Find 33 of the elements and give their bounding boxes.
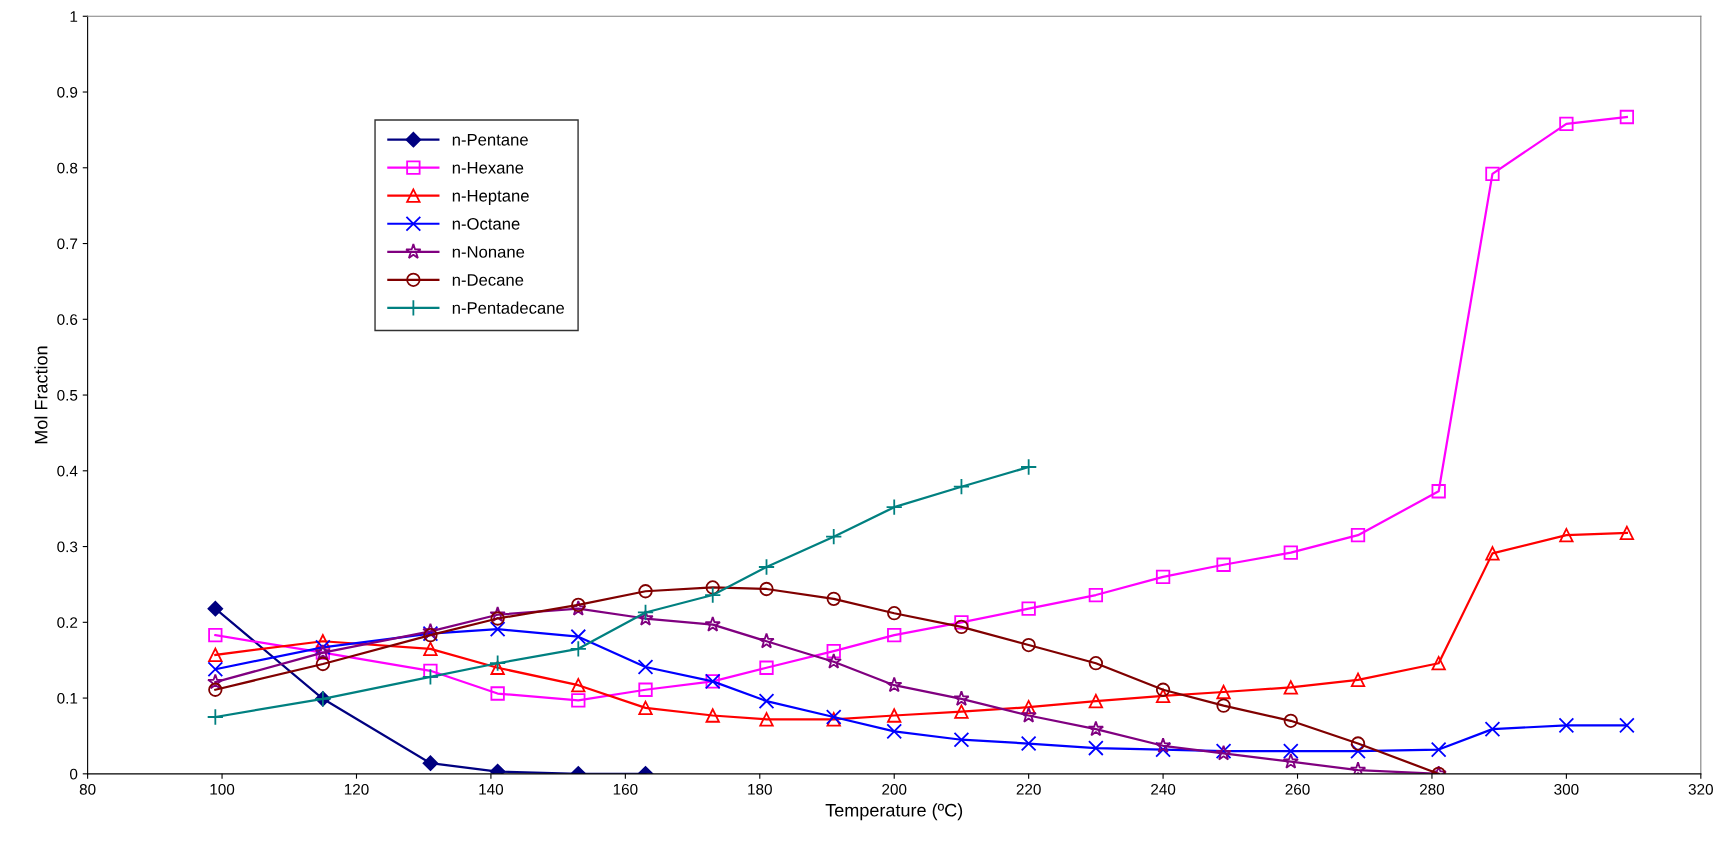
legend-label: n-Pentadecane bbox=[452, 301, 565, 314]
x-tick-label: 320 bbox=[1688, 783, 1713, 795]
y-tick-label: 0.8 bbox=[57, 162, 78, 174]
legend-label: n-Octane bbox=[452, 217, 520, 230]
y-tick-label: 0.5 bbox=[57, 389, 78, 401]
y-axis-title: Mol Fraction bbox=[34, 346, 48, 444]
x-tick-label: 160 bbox=[613, 783, 638, 795]
y-tick-label: 0.9 bbox=[57, 86, 78, 98]
y-tick-label: 0.1 bbox=[57, 692, 78, 704]
x-tick-label: 300 bbox=[1554, 783, 1579, 795]
legend-label: n-Heptane bbox=[452, 190, 529, 205]
x-tick-label: 260 bbox=[1285, 783, 1310, 795]
legend-label: n-Decane bbox=[452, 274, 524, 286]
x-tick-label: 140 bbox=[479, 783, 504, 795]
legend-label: n-Pentane bbox=[452, 134, 528, 146]
y-tick-label: 0.7 bbox=[57, 238, 78, 250]
x-tick-label: 180 bbox=[748, 783, 772, 795]
x-axis-title: Temperature (ºC) bbox=[825, 803, 963, 821]
y-tick-label: 0.2 bbox=[57, 617, 78, 628]
x-tick-label: 100 bbox=[210, 783, 235, 795]
y-tick-label: 1 bbox=[70, 11, 78, 22]
y-tick-label: 0.6 bbox=[57, 314, 78, 325]
legend-label: n-Nonane bbox=[452, 246, 525, 258]
x-tick-label: 280 bbox=[1419, 783, 1445, 795]
x-tick-label: 200 bbox=[882, 783, 907, 795]
y-tick-label: 0 bbox=[70, 768, 78, 780]
y-tick-label: 0.3 bbox=[57, 541, 78, 553]
x-tick-label: 220 bbox=[1016, 783, 1041, 795]
x-tick-label: 240 bbox=[1151, 783, 1176, 795]
x-tick-label: 120 bbox=[344, 783, 369, 795]
y-tick-label: 0.4 bbox=[57, 465, 78, 477]
x-tick-label: 80 bbox=[79, 783, 96, 795]
legend-label: n-Hexane bbox=[452, 162, 524, 174]
